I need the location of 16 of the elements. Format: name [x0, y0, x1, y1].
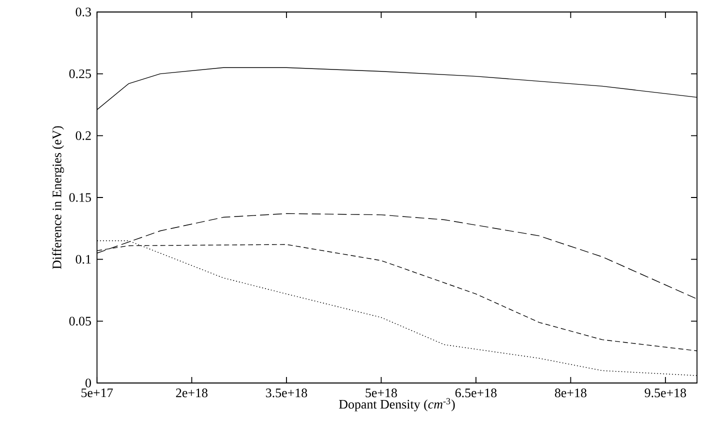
x-tick-label: 2e+18	[176, 388, 208, 398]
x-tick-label: 5e+18	[366, 388, 397, 398]
y-tick-label: 0.25	[69, 69, 91, 78]
x-tick-label: 5e+17	[82, 388, 113, 398]
y-axis-title: Difference in Energies (eV)	[52, 126, 64, 269]
y-tick-label: 0.15	[69, 193, 91, 202]
y-tick-label: 0.2	[76, 131, 91, 140]
x-tick-label: 8e+18	[554, 388, 586, 398]
y-tick-label: 0.1	[76, 254, 91, 264]
x-tick-label: 9.5e+18	[644, 388, 686, 398]
x-axis-title: Dopant Density (cm$^{-3}$)	[339, 398, 455, 412]
y-tick-label: 0.3	[76, 8, 91, 16]
y-tick-label: 0	[86, 378, 91, 388]
x-tick-label: 3.5e+18	[266, 388, 308, 398]
x-tick-label: 6.5e+18	[455, 388, 497, 398]
y-tick-label: 0.05	[69, 316, 91, 326]
